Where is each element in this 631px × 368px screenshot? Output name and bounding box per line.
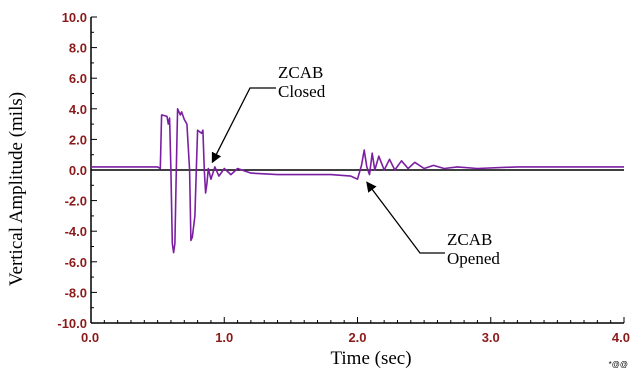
y-tick-label: 10.0 <box>62 10 87 25</box>
series-line <box>91 108 624 254</box>
plot-layer: 10.0 8.0 6.0 4.0 2.0 0.0 -2.0 -4.0 -6.0 -8.0 -10.0… <box>57 10 630 345</box>
y-tick-label: -4.0 <box>65 224 87 239</box>
y-tick-label: -2.0 <box>65 194 87 209</box>
y-tick-label: 0.0 <box>69 163 87 178</box>
x-axis-title: Time (sec) <box>330 348 411 368</box>
x-tick-label: 2.0 <box>348 330 366 345</box>
annotation-arrow <box>211 87 276 164</box>
y-axis-title-group: Vertical Amplitude (mils) <box>6 92 27 286</box>
x-tick-label: 0.0 <box>81 330 99 345</box>
y-tick-label: 8.0 <box>69 41 87 56</box>
y-tick-label: 2.0 <box>69 132 87 147</box>
annotation-arrow <box>366 181 445 254</box>
x-tick-label: 1.0 <box>215 330 233 345</box>
y-axis-title: Vertical Amplitude (mils) <box>6 92 27 286</box>
y-tick-label: 4.0 <box>69 102 87 117</box>
x-tick-label: 4.0 <box>612 330 630 345</box>
annotation-text: ZCAB Opened <box>447 230 500 268</box>
annotation-text-line: Closed <box>278 82 326 101</box>
y-tick-label: -8.0 <box>65 285 87 300</box>
annotation-text-line: Opened <box>447 249 500 268</box>
y-tick-label: -10.0 <box>57 316 87 331</box>
x-tick-label: 3.0 <box>482 330 500 345</box>
annotation-text: ZCAB Closed <box>278 63 326 101</box>
annotation-text-line: ZCAB <box>447 230 492 249</box>
y-tick-label: 6.0 <box>69 71 87 86</box>
corner-label: *@@ <box>609 360 628 368</box>
y-tick-label: -6.0 <box>65 255 87 270</box>
annotation-text-line: ZCAB <box>278 63 323 82</box>
